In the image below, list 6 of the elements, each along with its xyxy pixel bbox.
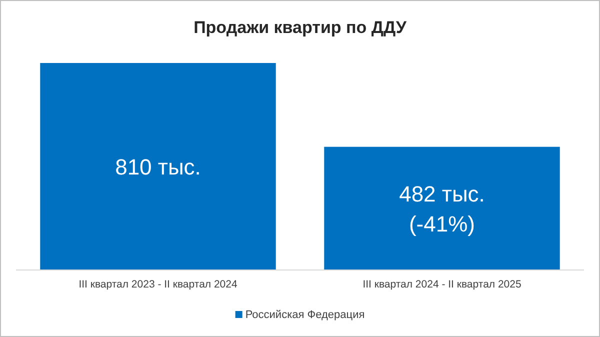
- data-label: 482 тыс. (-41%): [399, 181, 485, 236]
- chart-title: Продажи квартир по ДДУ: [194, 18, 407, 37]
- x-tick-label: III квартал 2023 - II квартал 2024: [78, 278, 238, 290]
- x-tick-label: III квартал 2024 - II квартал 2025: [362, 278, 522, 290]
- data-label: 810 тыс.: [115, 154, 201, 180]
- legend-label: Российская Федерация: [245, 309, 365, 321]
